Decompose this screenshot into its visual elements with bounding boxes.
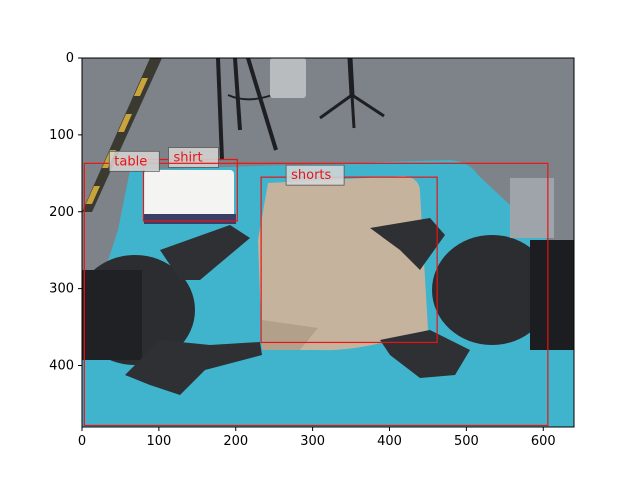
detection-box-shorts [260, 176, 438, 344]
y-tick-label: 400 [49, 359, 74, 374]
shorts-item [258, 176, 428, 351]
detection-label-bg-table [108, 150, 160, 172]
x-tick-label: 400 [377, 434, 402, 449]
left-robot-gripper [82, 225, 262, 395]
y-tick-label: 200 [49, 205, 74, 220]
detection-label-bg-shorts [285, 164, 345, 186]
x-tick-label: 300 [300, 434, 325, 449]
y-tick-label: 300 [49, 282, 74, 297]
x-tick-label: 100 [146, 434, 171, 449]
x-tick-label: 600 [531, 434, 556, 449]
detection-label-shorts: shorts [291, 168, 331, 183]
axes-frame [81, 57, 575, 428]
robot-workspace-photo [82, 58, 574, 427]
detection-label-shirt: shirt [174, 150, 203, 165]
x-tick-label: 500 [454, 434, 479, 449]
shirt-item [144, 170, 236, 224]
detection-box-table [83, 162, 549, 427]
x-axis: 0 100 200 300 400 500 600 [78, 427, 556, 449]
detection-overlays: shirt table shorts [83, 147, 549, 427]
y-tick-label: 100 [49, 128, 74, 143]
detection-label-table: table [114, 154, 147, 169]
x-tick-label: 0 [78, 434, 86, 449]
detection-label-bg-shirt [168, 147, 219, 168]
background-equipment [216, 58, 385, 161]
right-robot-gripper [370, 178, 574, 378]
x-tick-label: 200 [223, 434, 248, 449]
y-tick-label: 0 [66, 51, 74, 66]
background-device [270, 58, 306, 98]
y-axis: 0 100 200 300 400 [49, 51, 82, 374]
